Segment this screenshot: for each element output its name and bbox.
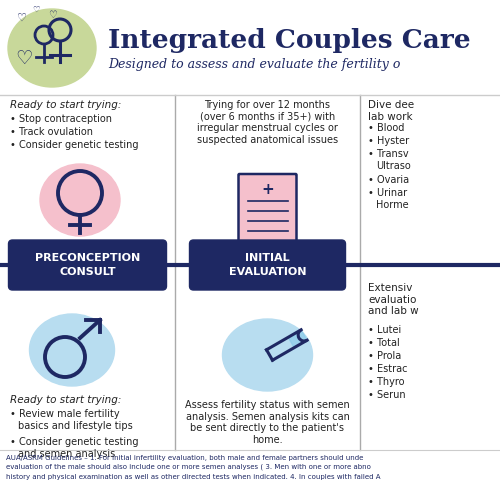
Polygon shape: [288, 330, 307, 347]
Text: and semen analysis: and semen analysis: [18, 449, 115, 459]
Text: Ready to start trying:: Ready to start trying:: [10, 100, 122, 110]
Text: • Consider genetic testing: • Consider genetic testing: [10, 140, 138, 150]
Text: Integrated Couples Care: Integrated Couples Care: [108, 28, 470, 53]
Text: +: +: [261, 182, 274, 196]
Text: • Ovaria: • Ovaria: [368, 175, 409, 185]
Text: AUA/ASRM Guidelines – 1. For initial infertility evaluation, both male and femal: AUA/ASRM Guidelines – 1. For initial inf…: [6, 455, 380, 479]
FancyBboxPatch shape: [8, 240, 166, 290]
FancyBboxPatch shape: [238, 174, 296, 244]
Text: • Transv: • Transv: [368, 149, 408, 159]
Text: ♡: ♡: [32, 6, 40, 15]
Text: • Lutei: • Lutei: [368, 325, 401, 335]
Text: • Track ovulation: • Track ovulation: [10, 127, 93, 137]
Text: PRECONCEPTION
CONSULT: PRECONCEPTION CONSULT: [35, 253, 140, 277]
Text: • Hyster: • Hyster: [368, 136, 409, 146]
Text: • Total: • Total: [368, 338, 400, 348]
Text: basics and lifestyle tips: basics and lifestyle tips: [18, 421, 133, 431]
Text: Dive dee
lab work: Dive dee lab work: [368, 100, 414, 122]
Text: • Prola: • Prola: [368, 351, 401, 361]
Ellipse shape: [40, 164, 120, 236]
Text: • Serun: • Serun: [368, 390, 406, 400]
Text: • Consider genetic testing: • Consider genetic testing: [10, 437, 138, 447]
Text: Designed to assess and evaluate the fertility o: Designed to assess and evaluate the fert…: [108, 58, 401, 71]
Text: • Stop contraception: • Stop contraception: [10, 114, 112, 124]
Ellipse shape: [222, 319, 312, 391]
Ellipse shape: [8, 9, 96, 87]
Text: • Blood: • Blood: [368, 123, 405, 133]
Ellipse shape: [30, 314, 114, 386]
Text: • Review male fertility: • Review male fertility: [10, 409, 120, 419]
Text: Ultraso: Ultraso: [376, 161, 411, 171]
Text: INITIAL
EVALUATION: INITIAL EVALUATION: [229, 253, 306, 277]
Text: ♡: ♡: [48, 10, 56, 20]
Text: ♡: ♡: [15, 48, 33, 68]
FancyBboxPatch shape: [190, 240, 346, 290]
Text: Extensiv
evaluatio
and lab w: Extensiv evaluatio and lab w: [368, 283, 418, 316]
Text: • Urinar: • Urinar: [368, 188, 407, 198]
Text: Ready to start trying:: Ready to start trying:: [10, 395, 122, 405]
Text: Trying for over 12 months
(over 6 months if 35+) with
irregular menstrual cycles: Trying for over 12 months (over 6 months…: [197, 100, 338, 145]
Text: ♡: ♡: [17, 13, 27, 23]
Text: Assess fertility status with semen
analysis. Semen analysis kits can
be sent dir: Assess fertility status with semen analy…: [185, 400, 350, 445]
Text: Horme: Horme: [376, 200, 408, 210]
Text: • Estrac: • Estrac: [368, 364, 408, 374]
Text: • Thyro: • Thyro: [368, 377, 405, 387]
